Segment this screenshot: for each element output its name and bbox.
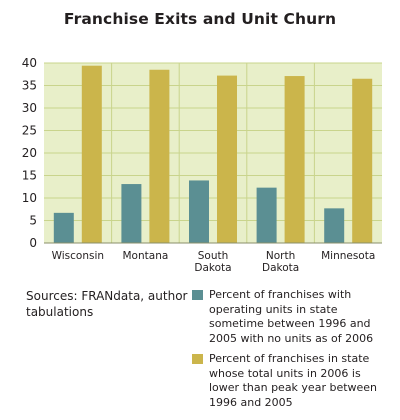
bar-series0-north-dakota: [256, 187, 277, 243]
legend-entry-lower-units: Percent of franchises in state whose tot…: [192, 352, 382, 410]
x-category-label: Dakota: [194, 262, 231, 274]
y-tick-label: 20: [22, 146, 37, 160]
bar-series1-wisconsin: [81, 65, 102, 243]
chart-title: Franchise Exits and Unit Churn: [63, 10, 337, 28]
y-tick-label: 30: [22, 101, 37, 115]
bar-series0-wisconsin: [53, 212, 74, 243]
bar-series1-montana: [149, 69, 170, 243]
x-category-label: Minnesota: [321, 250, 375, 262]
bar-series0-montana: [121, 184, 142, 243]
y-tick-label: 5: [29, 214, 37, 228]
x-category-label: South: [198, 250, 229, 262]
source-note: Sources: FRANdata, author tabulations: [26, 289, 188, 319]
legend-entry-no-units: Percent of franchises with operating uni…: [192, 288, 382, 346]
bar-series0-minnesota: [324, 208, 345, 243]
legend-swatch-teal: [192, 290, 203, 300]
x-category-label: Montana: [123, 250, 169, 262]
legend-swatch-gold: [192, 354, 203, 364]
y-tick-label: 10: [22, 191, 37, 205]
y-tick-label: 0: [29, 236, 37, 250]
legend-label-lower-units: Percent of franchises in state whose tot…: [209, 352, 378, 409]
y-tick-label: 35: [22, 79, 37, 93]
y-tick-label: 40: [22, 56, 37, 70]
legend-label-no-units: Percent of franchises with operating uni…: [209, 288, 374, 345]
x-category-label: North: [266, 250, 295, 262]
y-tick-label: 15: [22, 169, 37, 183]
y-tick-label: 25: [22, 124, 37, 138]
x-category-label: Wisconsin: [52, 250, 104, 262]
bar-series1-south-dakota: [217, 75, 237, 243]
bar-series0-south-dakota: [189, 180, 209, 243]
bar-series1-north-dakota: [284, 76, 305, 243]
bar-series1-minnesota: [352, 78, 373, 243]
x-category-label: Dakota: [262, 262, 299, 274]
